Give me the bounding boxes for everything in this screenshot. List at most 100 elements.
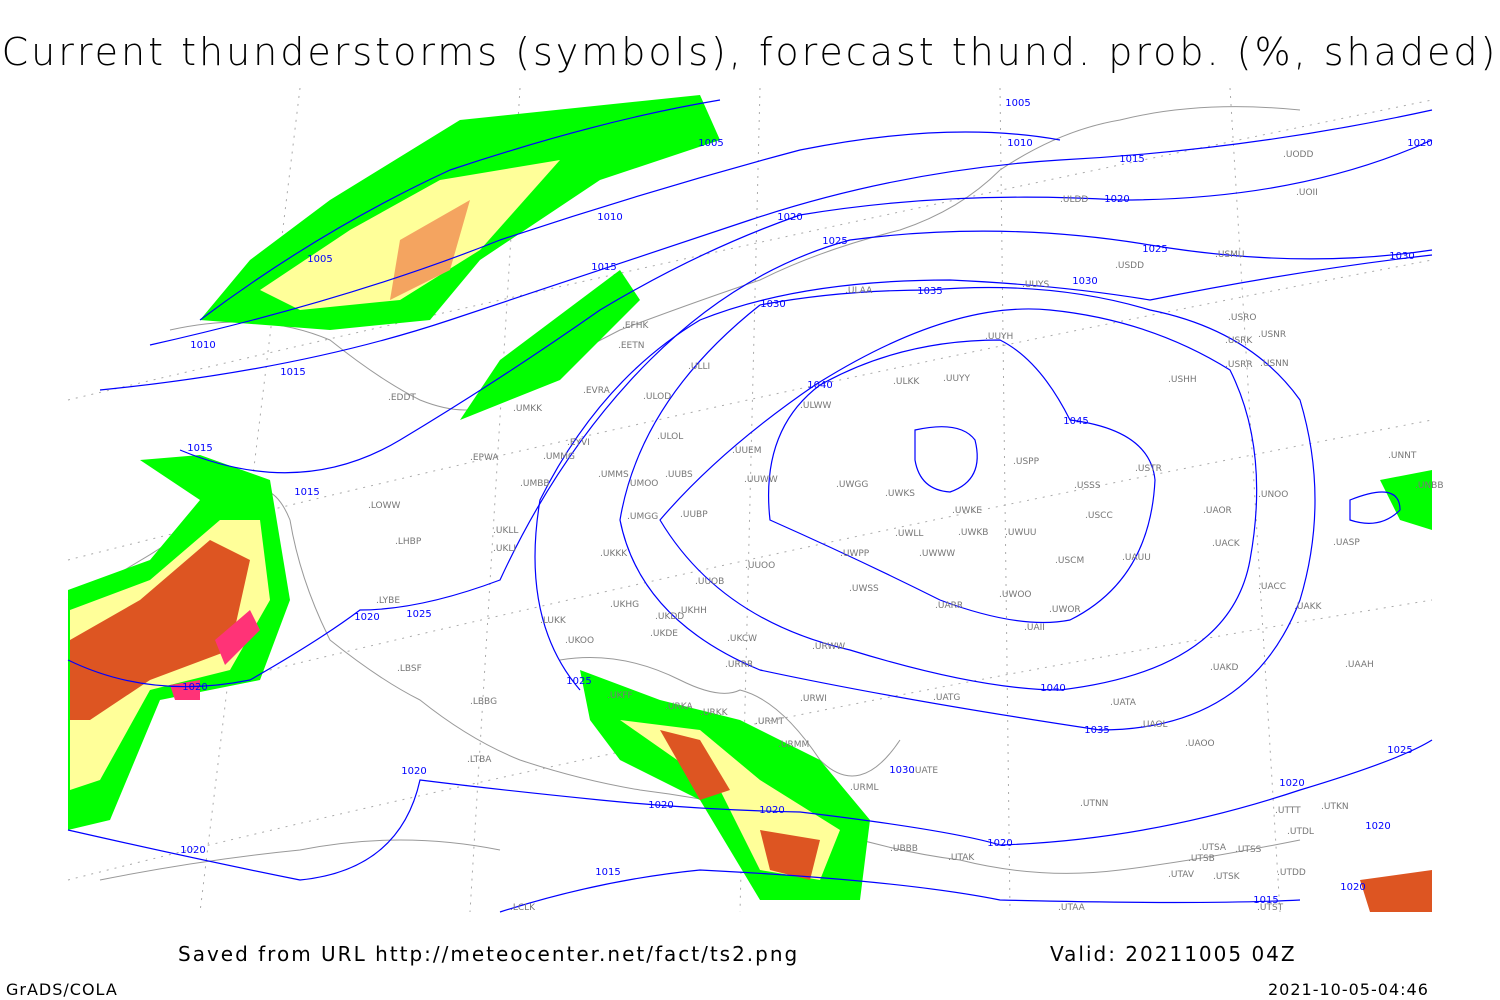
isobar-label: 1025 [566, 676, 591, 687]
station-label: .UMKK [513, 404, 543, 414]
station-label: .EPWA [470, 453, 499, 463]
station-label: .EETN [618, 341, 644, 351]
station-label: .URKA [665, 702, 693, 712]
station-label: .UACC [1258, 582, 1286, 592]
isobars [67, 99, 1433, 913]
isobar-label: 1025 [1387, 745, 1412, 756]
station-label: .URRR [725, 660, 753, 670]
isobar-label: 1035 [1084, 725, 1109, 736]
isobar-label: 1020 [759, 805, 784, 816]
isobar-label: 1045 [1063, 416, 1088, 427]
station-label: .UTST [1257, 903, 1284, 913]
station-label: .UUBS [665, 470, 693, 480]
station-label: .UTAA [1058, 903, 1086, 913]
isobar-label: 1020 [1340, 882, 1365, 893]
station-label: .UKHG [610, 600, 639, 610]
station-label: .UWUU [1005, 528, 1037, 538]
station-label: .EYVI [567, 438, 590, 448]
thunderstorm-symbols [170, 610, 260, 700]
station-label: .EFHK [622, 321, 649, 331]
station-label: .ULDD [1060, 195, 1088, 205]
station-label: .UTNN [1080, 799, 1108, 809]
isobar-label: 1030 [1389, 251, 1414, 262]
station-label: .USRK [1225, 336, 1253, 346]
isobar-label: 1020 [354, 612, 379, 623]
isobar-label: 1025 [1142, 244, 1167, 255]
isobar-label: 1010 [597, 212, 622, 223]
station-label: .UUEM [732, 446, 762, 456]
station-label: .UUBP [680, 510, 708, 520]
station-label: .UTDD [1277, 868, 1306, 878]
station-label: .URML [850, 783, 878, 793]
isobar-label: 1005 [698, 138, 723, 149]
station-label: .ULAA [845, 286, 873, 296]
station-label: .UMOO [627, 479, 658, 489]
station-label: .UWKE [952, 506, 982, 516]
station-label: .UWKS [885, 489, 915, 499]
station-label: .UARR [935, 601, 963, 611]
station-label: .UMGG [627, 512, 658, 522]
source-url-text: Saved from URL http://meteocenter.net/fa… [178, 942, 800, 966]
station-label: .UAKK [1294, 602, 1323, 612]
station-label: .UTSS [1235, 845, 1262, 855]
isobar-label: 1025 [822, 236, 847, 247]
isobar-label: 1040 [1040, 683, 1065, 694]
station-label: .UATA [1110, 698, 1137, 708]
station-label: .UNBB [1415, 481, 1444, 491]
station-label: .UBBB [890, 844, 918, 854]
station-label: .UWSS [849, 584, 879, 594]
isobar-label: 1005 [307, 254, 332, 265]
isobar-label: 1005 [1005, 98, 1030, 109]
station-label: .UTSA [1199, 843, 1227, 853]
isobar-label: 1020 [987, 838, 1012, 849]
station-label: .ULKK [893, 377, 920, 387]
station-label: .UAII [1024, 623, 1045, 633]
isobar-label: 1030 [1072, 276, 1097, 287]
isobar-label: 1020 [1407, 138, 1432, 149]
isobar-label: 1035 [917, 286, 942, 297]
station-label: .UKOO [565, 636, 594, 646]
station-label: .UWOO [999, 590, 1032, 600]
station-label: .UKDE [650, 629, 678, 639]
isobar-label: 1025 [406, 609, 431, 620]
station-label: .UMMG [543, 452, 575, 462]
station-label: .USHH [1168, 375, 1197, 385]
station-label: .UOII [1296, 188, 1318, 198]
station-label: .LOWW [368, 501, 401, 511]
station-label: .ULLI [688, 362, 710, 372]
isobar-label: 1020 [1279, 778, 1304, 789]
station-label: .LUKK [540, 616, 567, 626]
isobar-label: 1020 [777, 212, 802, 223]
isobar-label: 1010 [190, 340, 215, 351]
station-label: .UASP [1333, 538, 1360, 548]
station-label: .UODD [1283, 150, 1313, 160]
station-label: .USRO [1228, 313, 1257, 323]
station-label: .LHBP [395, 537, 422, 547]
station-label: .USTR [1135, 464, 1162, 474]
station-label: .UWWW [919, 549, 955, 559]
station-label: .URMT [755, 717, 784, 727]
station-label: .UATE [912, 766, 938, 776]
station-label: .USSS [1074, 481, 1101, 491]
isobar-label: 1015 [595, 867, 620, 878]
station-label: .UTSK [1213, 872, 1241, 882]
isobar-label: 1015 [1119, 154, 1144, 165]
station-label: .UUYH [985, 332, 1013, 342]
station-label: .ULOD [643, 392, 671, 402]
station-label: .UUYY [943, 374, 971, 384]
station-label: .UKFF [607, 691, 633, 701]
isobar-label: 1030 [889, 765, 914, 776]
station-label: .UWKB [958, 528, 988, 538]
coastlines [67, 106, 1301, 881]
station-label: .UAOR [1203, 506, 1232, 516]
station-label: .USMU [1215, 250, 1245, 260]
isobar-label: 1020 [182, 682, 207, 693]
station-label: .UKDD [655, 612, 684, 622]
station-label: .UNOO [1258, 490, 1288, 500]
station-label: .UUWW [744, 475, 778, 485]
station-label: .UTTT [1275, 806, 1301, 816]
station-label: .UKLI [493, 544, 516, 554]
station-label: .UWLL [895, 529, 923, 539]
station-label: .UAOO [1185, 739, 1215, 749]
